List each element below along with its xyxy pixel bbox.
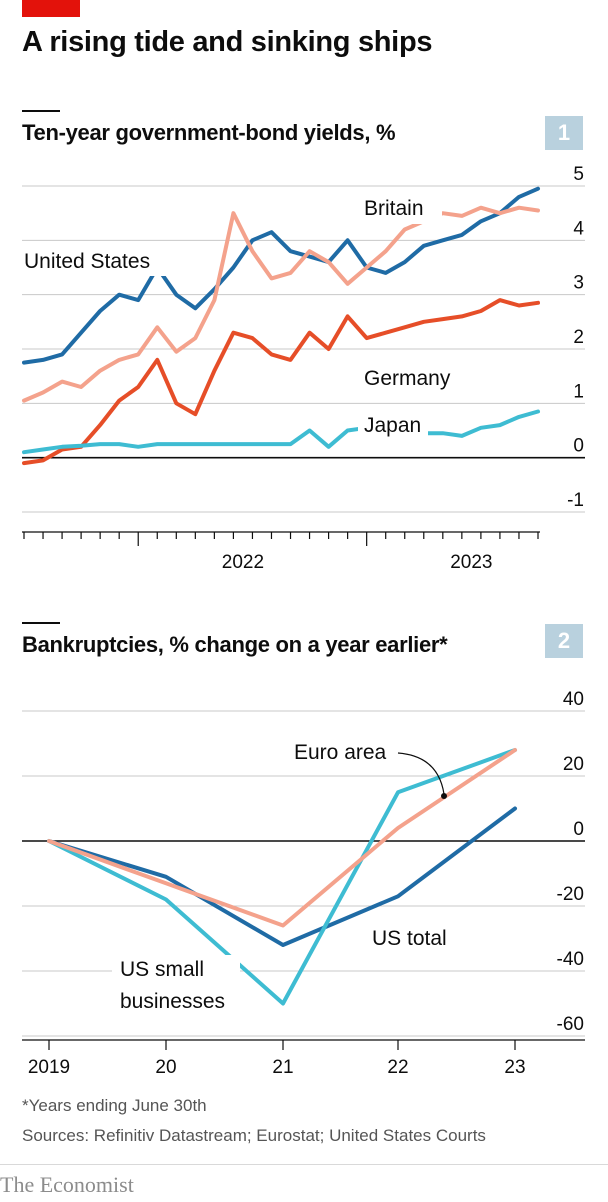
label-us-small-line1: US small [120, 958, 204, 981]
series-line [22, 298, 540, 466]
series-line [47, 748, 517, 928]
chart2-y-tick-label: -60 [557, 1014, 584, 1035]
chart2-lines [47, 748, 517, 1006]
label-japan: Japan [364, 414, 421, 437]
chart2-y-tick-label: 20 [563, 754, 584, 775]
series-line [22, 205, 540, 403]
label-euro-area: Euro area [294, 741, 387, 764]
chart2-y-tick-label: 40 [563, 689, 584, 710]
label-us-total: US total [372, 927, 447, 950]
chart2-rule [22, 622, 60, 624]
chart1-x-tick-label: 2022 [222, 552, 264, 573]
chart2-x-tick-label: 22 [387, 1057, 408, 1078]
chart1-rule [22, 110, 60, 112]
chart1-y-tick-label: 1 [573, 381, 584, 402]
footnote: *Years ending June 30th [22, 1096, 207, 1115]
series-line [22, 186, 540, 365]
series-line [22, 409, 540, 455]
label-germany: Germany [364, 367, 451, 390]
chart1-y-tick-label: -1 [567, 490, 584, 511]
chart2-x-tick-label: 20 [155, 1057, 176, 1078]
chart2-svg: 40 20 0 -20 -40 -60 2019 20 21 22 23 Euro area US… [22, 689, 585, 1078]
chart2-badge: 2 [545, 624, 583, 658]
chart1-x-axis: 2022 2023 [22, 531, 540, 573]
footer-divider [0, 1164, 608, 1165]
series-line [47, 806, 517, 947]
chart2-x-axis: 2019 20 21 22 23 [22, 1039, 585, 1078]
chart2-x-tick-label: 23 [504, 1057, 525, 1078]
chart1-y-tick-label: 2 [573, 327, 584, 348]
chart2-y-tick-label: -20 [557, 884, 584, 905]
chart1-y-tick-label: 0 [573, 436, 584, 457]
chart2-title: Bankruptcies, % change on a year earlier… [22, 632, 448, 657]
page-title: A rising tide and sinking ships [22, 26, 433, 58]
chart1-y-tick-label: 5 [573, 164, 584, 185]
euro-area-leader-dot [441, 793, 447, 799]
chart2-y-tick-label: 0 [573, 819, 584, 840]
chart1-y-tick-label: 3 [573, 273, 584, 294]
chart2-x-tick-label: 2019 [28, 1057, 70, 1078]
label-britain: Britain [364, 197, 424, 220]
chart2-y-tick-label: -40 [557, 949, 584, 970]
label-us-small-line2: businesses [120, 990, 225, 1013]
chart1-lines [22, 186, 540, 466]
sources: Sources: Refinitiv Datastream; Eurostat;… [22, 1126, 486, 1145]
brand-red-tag [22, 0, 80, 17]
chart1-x-tick-label: 2023 [450, 552, 492, 573]
series-line [47, 748, 517, 1006]
label-united-states: United States [24, 250, 150, 273]
chart1-badge: 1 [545, 116, 583, 150]
chart1-title: Ten-year government-bond yields, % [22, 120, 396, 145]
chart2-x-tick-label: 21 [272, 1057, 293, 1078]
chart1-y-tick-label: 4 [573, 218, 584, 239]
economist-logo: The Economist [0, 1172, 134, 1197]
euro-area-leader-line [397, 752, 445, 795]
